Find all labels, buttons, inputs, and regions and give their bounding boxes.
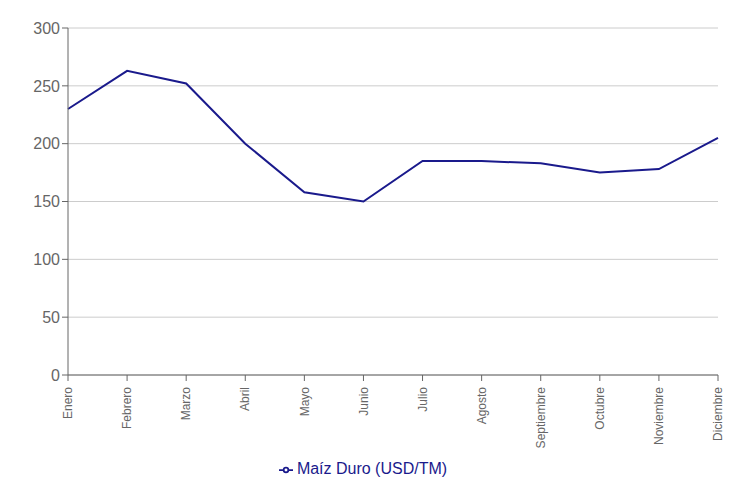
svg-text:Febrero: Febrero bbox=[120, 387, 134, 429]
svg-text:100: 100 bbox=[33, 251, 60, 268]
svg-text:Julio: Julio bbox=[416, 387, 430, 412]
svg-text:Abril: Abril bbox=[238, 387, 252, 411]
svg-text:250: 250 bbox=[33, 78, 60, 95]
svg-text:0: 0 bbox=[51, 367, 60, 384]
svg-text:Octubre: Octubre bbox=[593, 387, 607, 430]
svg-text:Junio: Junio bbox=[357, 387, 371, 416]
svg-text:Diciembre: Diciembre bbox=[711, 387, 725, 441]
svg-text:Mayo: Mayo bbox=[298, 387, 312, 417]
svg-text:150: 150 bbox=[33, 193, 60, 210]
html-text:Maíz Duro (USD/TM): Maíz Duro (USD/TM) bbox=[296, 460, 448, 477]
svg-text:Agosto: Agosto bbox=[475, 387, 489, 425]
svg-text:Enero: Enero bbox=[61, 387, 75, 419]
svg-text:Marzo: Marzo bbox=[179, 387, 193, 421]
svg-text:Septiembre: Septiembre bbox=[534, 387, 548, 449]
svg-text:300: 300 bbox=[33, 20, 60, 37]
svg-text:200: 200 bbox=[33, 135, 60, 152]
svg-text:Noviembre: Noviembre bbox=[652, 387, 666, 445]
svg-text:50: 50 bbox=[42, 309, 60, 326]
